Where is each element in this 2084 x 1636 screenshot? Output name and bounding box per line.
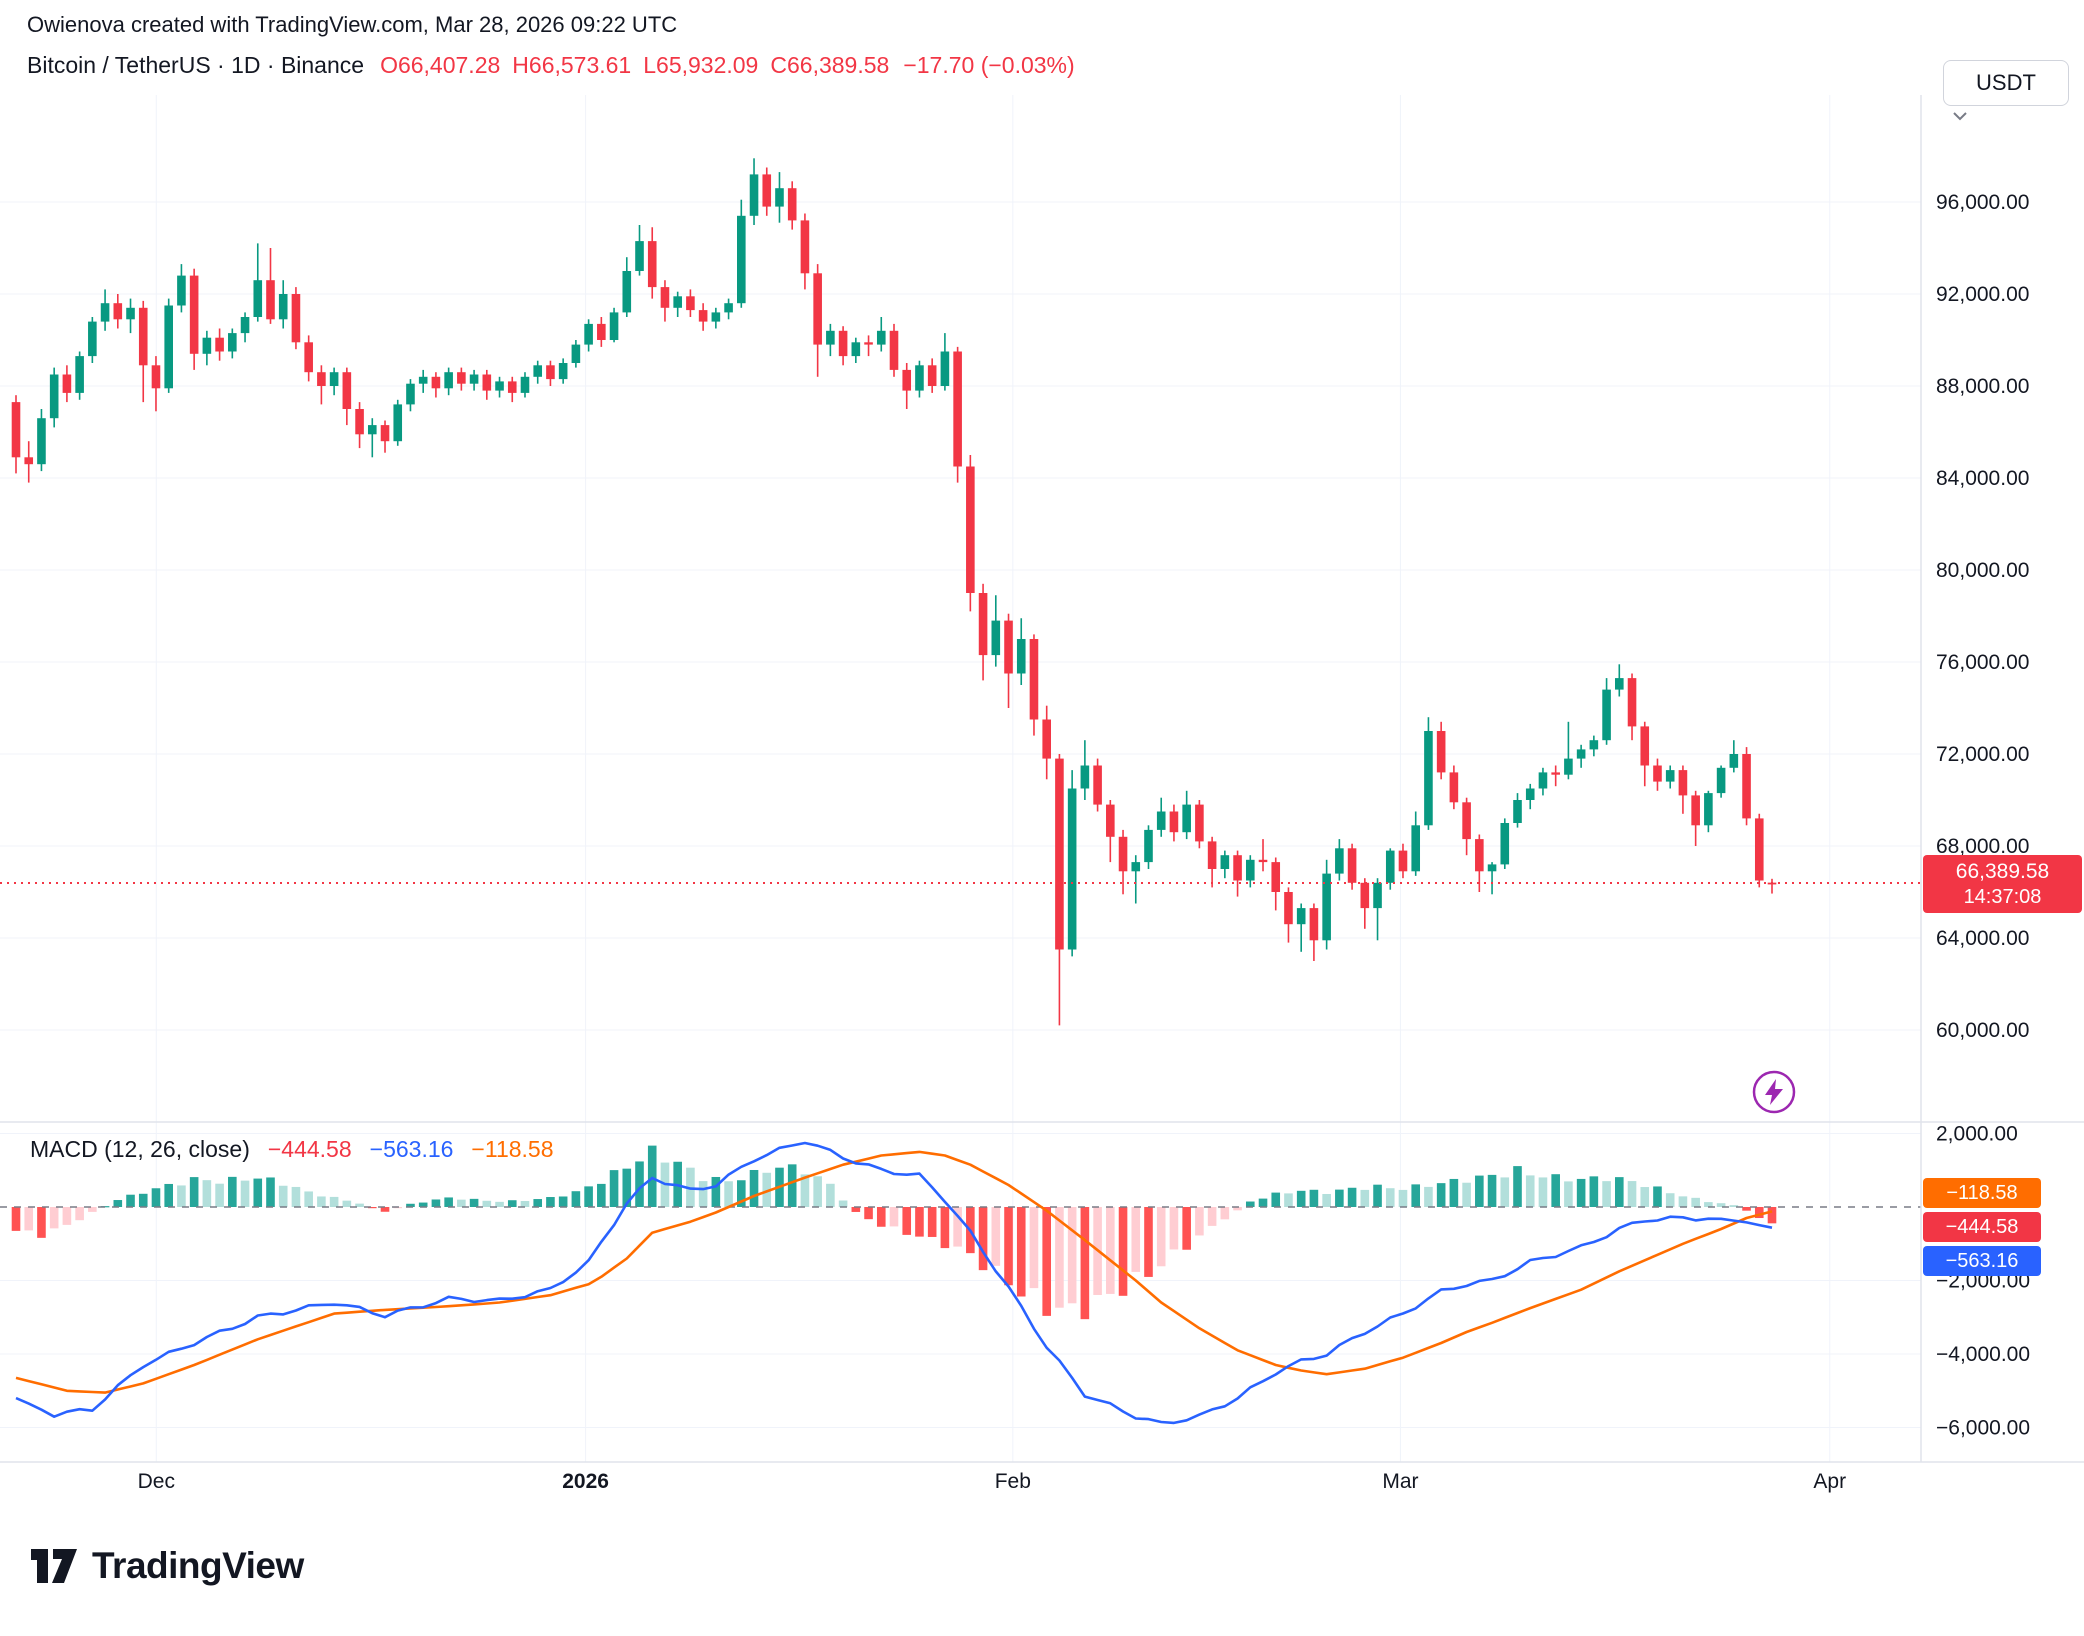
time-label-mar: Mar xyxy=(1382,1470,1419,1493)
currency-button[interactable]: USDT xyxy=(1943,60,2069,106)
ohlc-close-label: C xyxy=(770,52,787,78)
ohlc-open-label: O xyxy=(380,52,398,78)
ohlc-high-label: H xyxy=(512,52,529,78)
current-price-value: 66,389.58 xyxy=(1955,860,2050,884)
ohlc-close-value: 66,389.58 xyxy=(786,52,890,78)
bar-countdown: 14:37:08 xyxy=(1963,885,2042,908)
lightning-button[interactable] xyxy=(1752,1070,1796,1114)
hist-value-badge: −444.58 xyxy=(1923,1212,2041,1242)
current-price-badge: 66,389.58 14:37:08 xyxy=(1923,855,2082,913)
macd-legend[interactable]: MACD (12, 26, close) −444.58 −563.16 −11… xyxy=(30,1136,554,1163)
time-label-feb: Feb xyxy=(994,1470,1031,1493)
macd-signal-value: −118.58 xyxy=(471,1136,554,1162)
ohlc-high-value: 66,573.61 xyxy=(528,52,632,78)
macd-value-badge: −563.16 xyxy=(1923,1246,2041,1276)
macd-line-value: −563.16 xyxy=(369,1136,454,1162)
lightning-bolt-icon xyxy=(1765,1079,1783,1105)
tradingview-logo[interactable]: TradingView xyxy=(28,1543,304,1589)
hist-badge-text: −444.58 xyxy=(1945,1215,2019,1238)
macd-badge-text: −563.16 xyxy=(1945,1249,2019,1272)
signal-badge-text: −118.58 xyxy=(1946,1181,2018,1204)
time-label-2026: 2026 xyxy=(562,1470,609,1493)
macd-pane[interactable] xyxy=(0,1128,1921,1458)
symbol-title[interactable]: Bitcoin / TetherUS · 1D · Binance xyxy=(27,52,365,78)
macd-title: MACD (12, 26, close) xyxy=(30,1136,250,1162)
ohlc-change-value: −17.70 (−0.03%) xyxy=(903,52,1075,78)
attribution-text: Owienova created with TradingView.com, M… xyxy=(27,12,678,37)
time-label-apr: Apr xyxy=(1813,1470,1847,1493)
ohlc-open-value: 66,407.28 xyxy=(397,52,501,78)
time-label-dec: Dec xyxy=(137,1470,175,1493)
ohlc-low-label: L xyxy=(643,52,657,78)
currency-label: USDT xyxy=(1976,70,2036,95)
time-axis[interactable] xyxy=(0,1462,2084,1506)
symbol-legend[interactable]: Bitcoin / TetherUS · 1D · Binance O 66,4… xyxy=(27,52,1075,79)
macd-hist-value: −444.58 xyxy=(267,1136,352,1162)
chevron-down-icon[interactable] xyxy=(1952,108,1968,126)
signal-value-badge: −118.58 xyxy=(1923,1178,2041,1208)
ohlc-low-value: 65,932.09 xyxy=(656,52,759,78)
tradingview-logo-text: TradingView xyxy=(92,1545,304,1586)
price-pane[interactable] xyxy=(0,95,1921,1122)
tradingview-logo-mark xyxy=(31,1549,77,1583)
